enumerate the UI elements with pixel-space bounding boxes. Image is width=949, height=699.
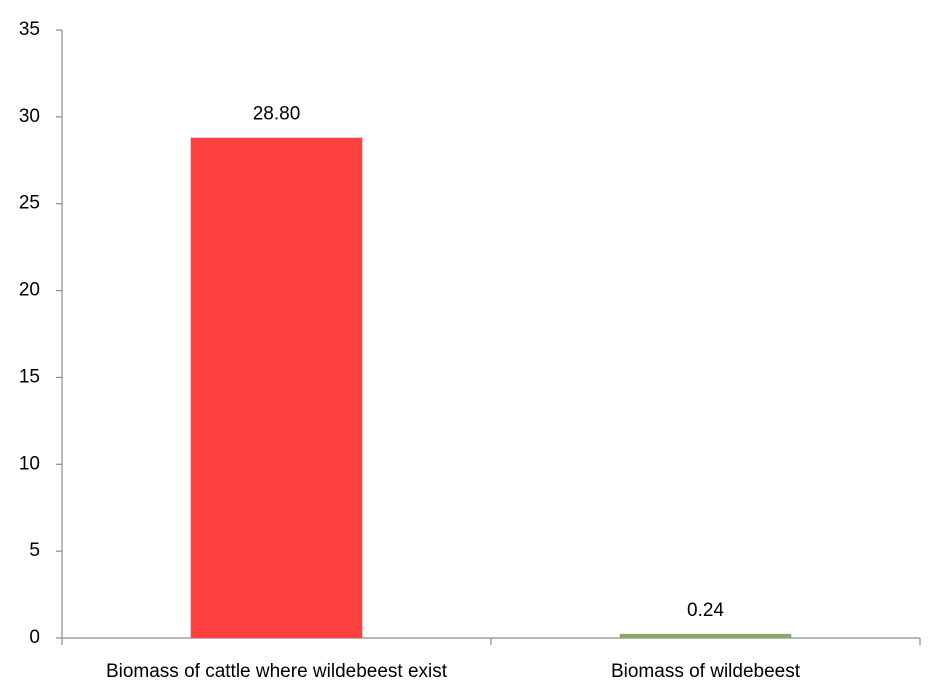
y-tick-label: 0 [29,627,40,648]
y-tick-label: 35 [19,19,40,40]
y-tick-label: 30 [19,106,40,127]
y-tick-label: 15 [19,366,40,387]
value-label: 0.24 [687,600,724,621]
value-label: 28.80 [253,104,301,125]
y-tick-label: 5 [29,540,40,561]
bar [190,137,363,638]
bar [619,633,792,638]
x-tick-label: Biomass of cattle where wildebeest exist [106,661,448,682]
y-tick-label: 10 [19,453,40,474]
y-tick-label: 25 [19,193,40,214]
y-tick-label: 20 [19,280,40,301]
x-tick-label: Biomass of wildebeest [611,661,801,682]
